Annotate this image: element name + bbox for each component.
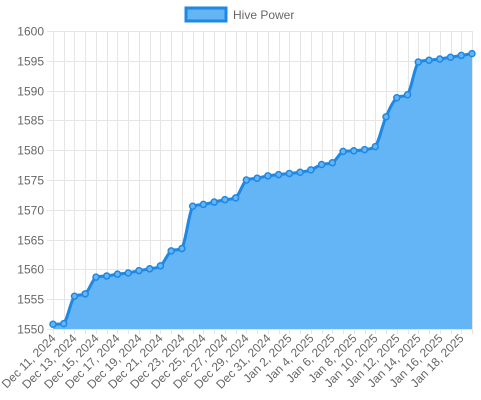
data-point: [446, 53, 455, 61]
data-point: [124, 269, 132, 277]
data-point: [178, 244, 186, 253]
points-layer: [49, 49, 476, 328]
data-point: [296, 168, 304, 177]
data-point: [468, 49, 476, 58]
data-point: [371, 142, 380, 151]
y-tick-label: 1560: [17, 263, 44, 277]
y-tick-label: 1565: [17, 234, 44, 248]
series-line: [51, 52, 474, 326]
y-tick-label: 1600: [17, 25, 44, 39]
data-point: [135, 266, 143, 275]
y-tick-label: 1590: [17, 85, 44, 99]
data-point: [102, 272, 111, 280]
data-point: [425, 56, 433, 64]
legend-label[interactable]: Hive Power: [233, 8, 294, 22]
y-tick-label: 1555: [17, 293, 44, 307]
data-point: [231, 194, 240, 202]
data-point: [360, 145, 369, 154]
data-point: [264, 172, 272, 180]
data-point: [328, 158, 337, 167]
data-point: [436, 55, 444, 63]
data-point: [145, 265, 154, 273]
y-tick-label: 1595: [17, 55, 44, 69]
data-point: [92, 273, 100, 281]
data-point: [81, 290, 89, 298]
data-point: [382, 113, 390, 121]
data-point: [242, 176, 251, 184]
y-tick-label: 1570: [17, 204, 44, 218]
data-point: [113, 270, 122, 278]
y-tick-label: 1580: [17, 144, 44, 158]
data-point: [414, 58, 423, 66]
area-layer: [51, 52, 474, 329]
data-point: [210, 198, 218, 206]
data-point: [339, 147, 347, 156]
data-point: [199, 200, 208, 209]
y-tick-label: 1585: [17, 114, 44, 128]
data-point: [70, 292, 79, 300]
data-point: [188, 202, 197, 210]
data-point: [221, 195, 229, 204]
data-point: [307, 166, 315, 174]
series-area-fill: [53, 53, 472, 329]
data-point: [59, 319, 68, 328]
legend[interactable]: Hive Power: [184, 6, 294, 23]
data-point: [253, 174, 261, 182]
data-point: [403, 91, 412, 99]
data-point: [285, 169, 294, 178]
legend-swatch[interactable]: [184, 6, 228, 23]
data-point: [350, 147, 358, 155]
data-point: [317, 160, 326, 169]
data-point: [167, 247, 175, 255]
data-point: [457, 51, 466, 60]
y-tick-label: 1550: [17, 323, 44, 337]
data-point: [49, 320, 57, 328]
data-point: [156, 262, 165, 270]
data-point: [393, 94, 401, 102]
data-point: [274, 170, 283, 179]
y-axis: 1550 1555 1560 1565 1570 1575 1580 1585 1590 1595…: [17, 25, 44, 337]
y-tick-label: 1575: [17, 174, 44, 188]
